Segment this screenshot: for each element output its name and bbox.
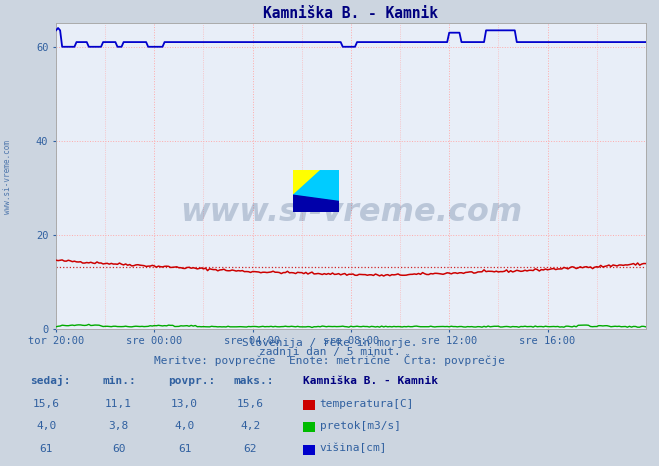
Text: min.:: min.:	[102, 377, 136, 386]
Title: Kamniška B. - Kamnik: Kamniška B. - Kamnik	[264, 6, 438, 21]
Text: www.si-vreme.com: www.si-vreme.com	[3, 140, 13, 214]
Text: maks.:: maks.:	[234, 377, 274, 386]
Text: 4,0: 4,0	[175, 421, 194, 431]
Text: višina[cm]: višina[cm]	[320, 443, 387, 453]
Text: Kamniška B. - Kamnik: Kamniška B. - Kamnik	[303, 377, 438, 386]
Text: www.si-vreme.com: www.si-vreme.com	[180, 197, 522, 228]
Text: 61: 61	[40, 444, 53, 453]
Polygon shape	[293, 195, 339, 212]
Text: povpr.:: povpr.:	[168, 377, 215, 386]
Text: 60: 60	[112, 444, 125, 453]
Text: 4,0: 4,0	[36, 421, 56, 431]
Text: pretok[m3/s]: pretok[m3/s]	[320, 421, 401, 431]
Text: Slovenija / reke in morje.: Slovenija / reke in morje.	[242, 338, 417, 348]
Text: 61: 61	[178, 444, 191, 453]
Text: 3,8: 3,8	[109, 421, 129, 431]
Text: 62: 62	[244, 444, 257, 453]
Text: 15,6: 15,6	[33, 399, 59, 409]
Text: 15,6: 15,6	[237, 399, 264, 409]
Text: 11,1: 11,1	[105, 399, 132, 409]
Text: 13,0: 13,0	[171, 399, 198, 409]
Polygon shape	[293, 170, 321, 195]
Text: 4,2: 4,2	[241, 421, 260, 431]
Text: sedaj:: sedaj:	[30, 376, 70, 386]
Text: temperatura[C]: temperatura[C]	[320, 399, 414, 409]
Text: zadnji dan / 5 minut.: zadnji dan / 5 minut.	[258, 347, 401, 357]
Polygon shape	[293, 170, 339, 201]
Text: Meritve: povprečne  Enote: metrične  Črta: povprečje: Meritve: povprečne Enote: metrične Črta:…	[154, 355, 505, 366]
